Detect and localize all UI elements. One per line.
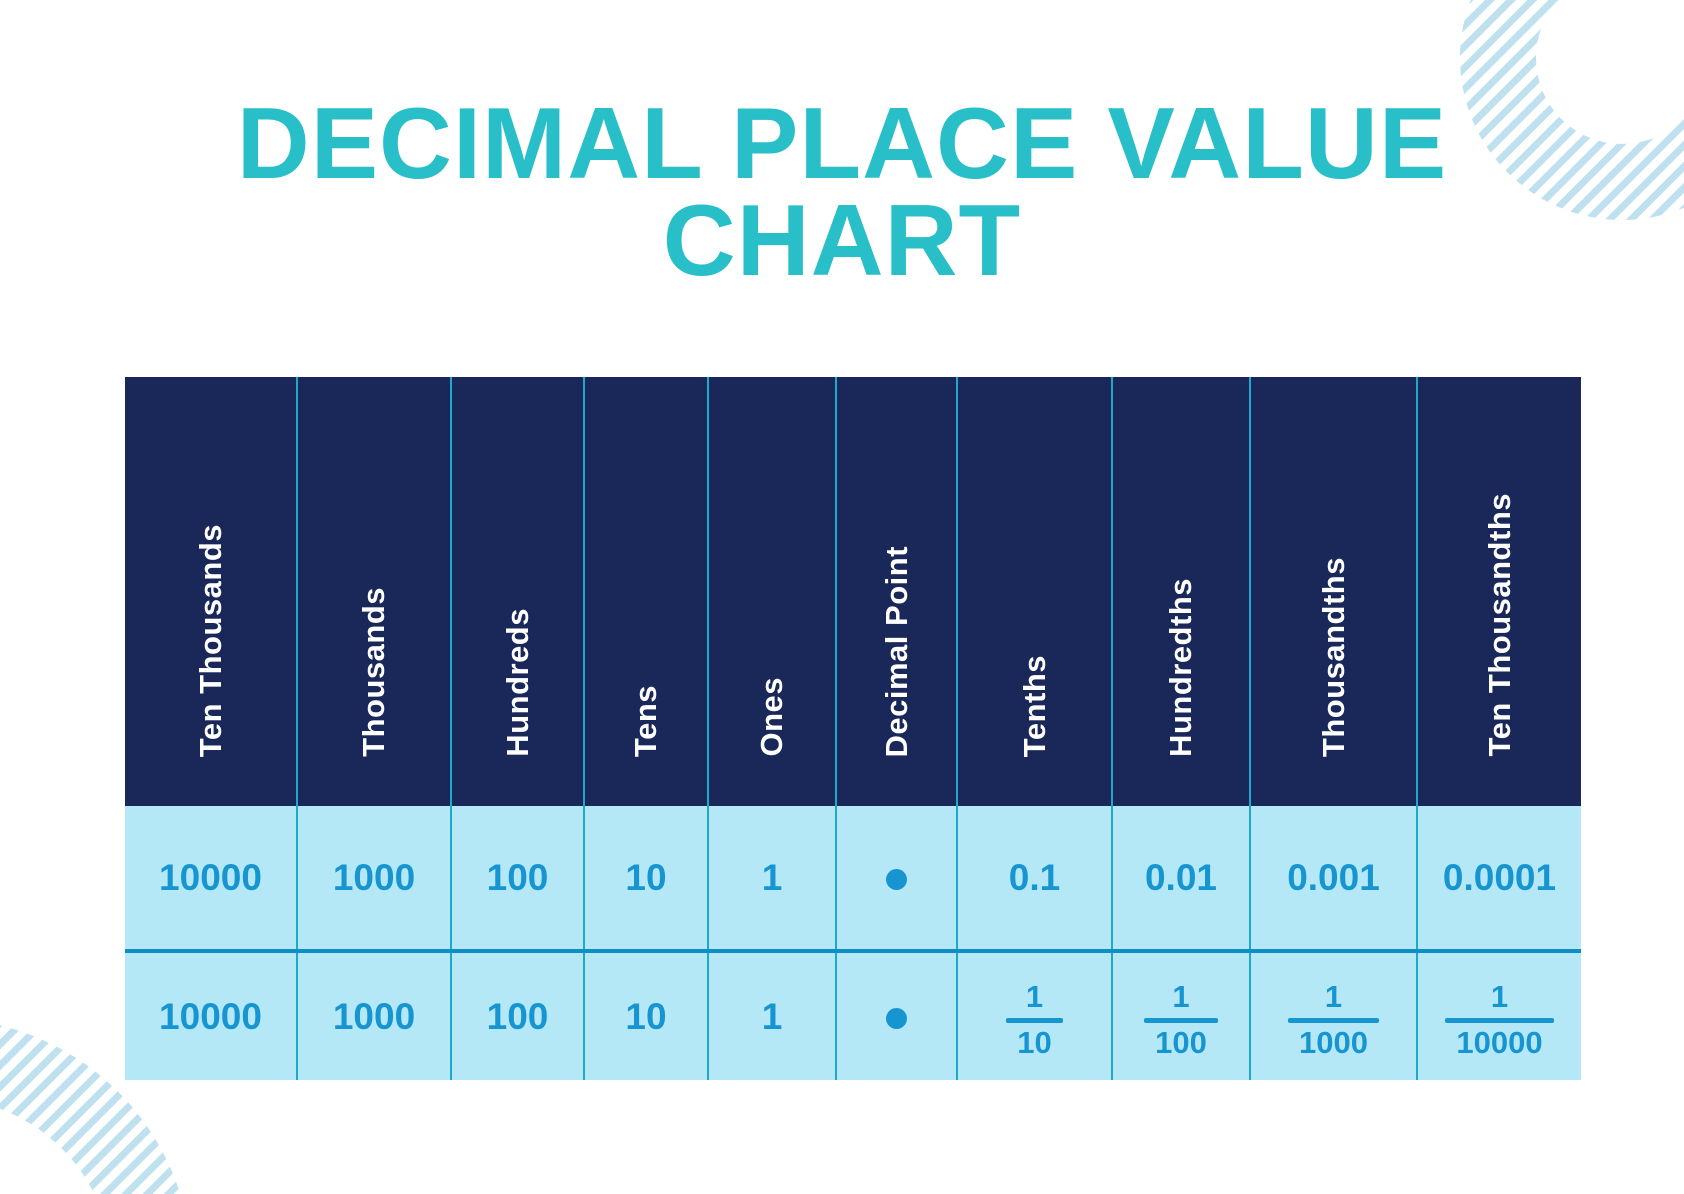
fraction-value: 1 10 bbox=[1006, 978, 1063, 1060]
cell-row1-thousands: 1000 bbox=[296, 806, 451, 951]
decimal-values-row: 10000 1000 100 10 1 0.1 0.01 0.001 0.0001 bbox=[125, 806, 1581, 951]
cell-row1-decimal-point bbox=[835, 806, 957, 951]
header-cell-tenths: Tenths bbox=[956, 377, 1112, 806]
cell-row2-hundreds: 100 bbox=[450, 949, 584, 1080]
cell-row2-tenths: 1 10 bbox=[956, 949, 1112, 1080]
header-cell-tens: Tens bbox=[583, 377, 708, 806]
header-cell-decimal-point: Decimal Point bbox=[835, 377, 957, 806]
cell-value: 0.01 bbox=[1144, 856, 1217, 898]
table-header: Ten Thousands Thousands Hundreds Tens Ones De… bbox=[125, 377, 1581, 806]
cell-value: 0.1 bbox=[1008, 856, 1061, 898]
header-cell-ones: Ones bbox=[707, 377, 836, 806]
header-cell-hundredths: Hundredths bbox=[1111, 377, 1250, 806]
decimal-point-dot-icon bbox=[886, 869, 907, 891]
fraction-denominator: 100 bbox=[1155, 1024, 1207, 1060]
fraction-bar bbox=[1288, 1017, 1379, 1023]
header-cell-ten-thousands: Ten Thousands bbox=[125, 377, 297, 806]
header-label: Hundreds bbox=[499, 608, 535, 757]
cell-row1-thousandths: 0.001 bbox=[1249, 806, 1417, 951]
fraction-numerator: 1 bbox=[1172, 978, 1190, 1014]
header-label: Tens bbox=[628, 684, 663, 757]
header-cell-thousandths: Thousandths bbox=[1249, 377, 1417, 806]
cell-row2-ten-thousands: 10000 bbox=[125, 949, 297, 1080]
cell-row1-tens: 10 bbox=[583, 806, 708, 951]
header-cell-ten-thousandths: Ten Thousandths bbox=[1416, 377, 1581, 806]
fraction-bar bbox=[1006, 1017, 1063, 1023]
table-body: 10000 1000 100 10 1 0.1 0.01 0.001 0.0001 10000 1… bbox=[125, 806, 1581, 1080]
fraction-bar bbox=[1445, 1017, 1554, 1023]
fraction-value: 1 1000 bbox=[1288, 978, 1379, 1060]
header-cell-thousands: Thousands bbox=[296, 377, 451, 806]
cell-value: 1 bbox=[761, 856, 783, 898]
cell-value: 0.0001 bbox=[1442, 856, 1557, 898]
cell-value: 0.001 bbox=[1287, 856, 1380, 898]
page-title-line2: CHART bbox=[662, 185, 1022, 297]
fraction-denominator: 10000 bbox=[1456, 1024, 1543, 1060]
header-label: Ten Thousands bbox=[192, 523, 228, 757]
decimal-point-dot-icon bbox=[886, 1008, 907, 1030]
fraction-value: 1 10000 bbox=[1445, 978, 1554, 1060]
cell-row1-ten-thousandths: 0.0001 bbox=[1416, 806, 1581, 951]
place-value-table: Ten Thousands Thousands Hundreds Tens Ones De… bbox=[125, 377, 1581, 1080]
cell-row2-thousandths: 1 1000 bbox=[1249, 949, 1417, 1080]
cell-row1-ones: 1 bbox=[707, 806, 836, 951]
page-title-line1: DECIMAL PLACE VALUE bbox=[236, 88, 1448, 200]
cell-value: 10000 bbox=[159, 856, 262, 898]
header-label: Ones bbox=[754, 677, 789, 757]
cell-row1-ten-thousands: 10000 bbox=[125, 806, 297, 951]
cell-value: 10 bbox=[625, 856, 667, 898]
fraction-numerator: 1 bbox=[1324, 978, 1343, 1014]
header-label: Tenths bbox=[1016, 654, 1052, 757]
header-label: Decimal Point bbox=[878, 545, 914, 758]
striped-ring-top-right-icon bbox=[1460, 0, 1684, 220]
cell-row2-ten-thousandths: 1 10000 bbox=[1416, 949, 1581, 1080]
cell-value: 1 bbox=[761, 995, 783, 1037]
header-label: Hundredths bbox=[1163, 578, 1198, 757]
header-row: Ten Thousands Thousands Hundreds Tens Ones De… bbox=[125, 377, 1581, 806]
cell-value: 100 bbox=[486, 856, 549, 898]
header-cell-hundreds: Hundreds bbox=[450, 377, 584, 806]
fraction-numerator: 1 bbox=[1025, 978, 1044, 1014]
cell-row2-tens: 10 bbox=[583, 949, 708, 1080]
fraction-numerator: 1 bbox=[1490, 978, 1509, 1014]
fraction-bar bbox=[1144, 1017, 1218, 1023]
header-label: Thousandths bbox=[1315, 556, 1351, 757]
fraction-denominator: 10 bbox=[1017, 1024, 1052, 1060]
cell-row1-hundredths: 0.01 bbox=[1111, 806, 1250, 951]
cell-value: 10 bbox=[625, 995, 667, 1037]
cell-row2-ones: 1 bbox=[707, 949, 836, 1080]
cell-row2-thousands: 1000 bbox=[296, 949, 451, 1080]
cell-row1-tenths: 0.1 bbox=[956, 806, 1112, 951]
cell-value: 10000 bbox=[159, 995, 262, 1037]
cell-row2-hundredths: 1 100 bbox=[1111, 949, 1250, 1080]
cell-value: 100 bbox=[486, 995, 549, 1037]
fraction-value: 1 100 bbox=[1144, 978, 1218, 1060]
cell-row1-hundreds: 100 bbox=[450, 806, 584, 951]
fraction-denominator: 1000 bbox=[1299, 1024, 1368, 1060]
cell-value: 1000 bbox=[332, 995, 416, 1037]
header-label: Thousands bbox=[356, 587, 391, 757]
cell-row2-decimal-point bbox=[835, 949, 957, 1080]
fraction-values-row: 10000 1000 100 10 1 1 10 1 100 1 1000 1 10000 bbox=[125, 949, 1581, 1080]
page-title: DECIMAL PLACE VALUE CHART bbox=[0, 94, 1684, 292]
cell-value: 1000 bbox=[332, 856, 416, 898]
header-label: Ten Thousandths bbox=[1481, 493, 1517, 757]
